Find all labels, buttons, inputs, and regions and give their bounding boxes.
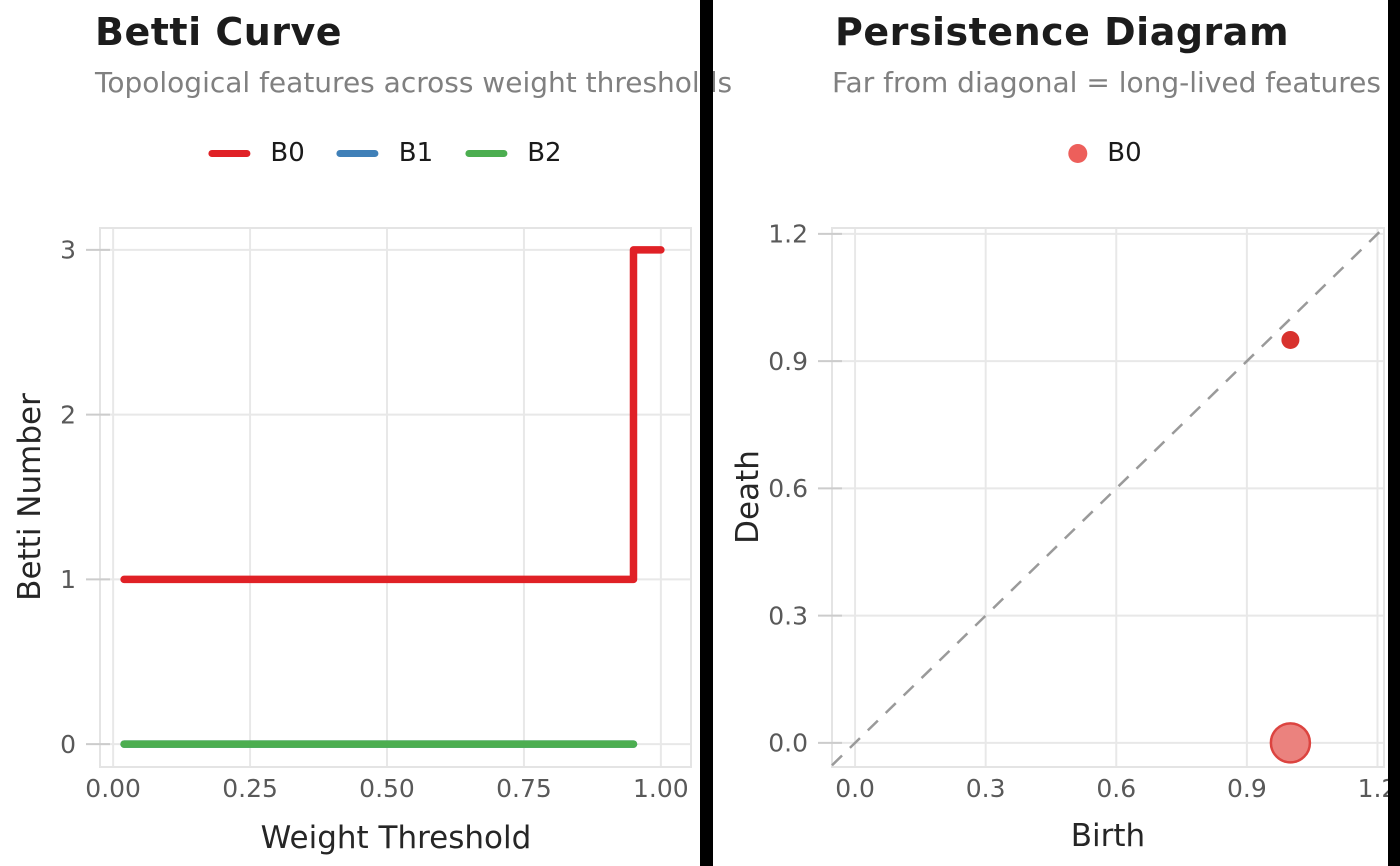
plot-border <box>99 227 692 768</box>
legend-item-b0: B0 <box>208 138 305 168</box>
persistence-xaxis-label: Birth <box>1070 818 1146 854</box>
persistence-subtitle: Far from diagonal = long-lived features <box>832 66 1381 99</box>
right-edge-bar <box>1388 0 1400 866</box>
y-tick-label: 1 <box>60 565 76 594</box>
legend-label: B1 <box>398 138 434 168</box>
panel-divider-bar <box>700 0 713 866</box>
y-tick-label: 0.6 <box>768 474 808 503</box>
legend-item-b0: B0 <box>1068 138 1142 168</box>
plot-border <box>831 227 1385 768</box>
betti-curve-title: Betti Curve <box>95 10 343 54</box>
betti-xaxis-label: Weight Threshold <box>260 820 532 856</box>
y-tick-label: 0.0 <box>768 729 808 758</box>
persistence-title: Persistence Diagram <box>835 10 1290 54</box>
persistence-point-b0 <box>1281 330 1300 349</box>
y-tick-label: 3 <box>60 236 76 265</box>
betti-curve-subtitle: Topological features across weight thres… <box>95 66 733 99</box>
legend-item-b2: B2 <box>465 138 562 168</box>
legend-item-b1: B1 <box>336 138 434 168</box>
legend-line-swatch <box>465 149 508 157</box>
y-tick-label: 2 <box>60 400 76 429</box>
y-tick-label: 0.9 <box>768 347 808 376</box>
x-tick-label: 0.3 <box>966 774 1006 803</box>
persistence-point-b0 <box>1269 722 1312 764</box>
y-tick-label: 0 <box>60 730 76 759</box>
diagonal-reference-line <box>831 227 1385 767</box>
series-line-b0 <box>120 246 665 584</box>
x-tick-label: 0.25 <box>222 774 278 803</box>
x-tick-label: 0.75 <box>496 774 552 803</box>
x-tick-label: 0.0 <box>835 774 875 803</box>
betti-legend: B0 B1 B2 <box>208 138 562 168</box>
legend-marker-dot <box>1068 143 1088 163</box>
x-tick-label: 0.6 <box>1096 774 1136 803</box>
persistence-yaxis-label: Death <box>730 450 766 544</box>
betti-yaxis-label: Betti Number <box>12 393 48 601</box>
x-tick-label: 1.00 <box>633 774 689 803</box>
x-tick-label: 0.9 <box>1227 774 1267 803</box>
legend-label: B2 <box>527 138 562 168</box>
legend-line-swatch <box>208 149 251 157</box>
x-tick-label: 0.50 <box>359 774 415 803</box>
legend-line-swatch <box>336 149 379 157</box>
y-tick-label: 0.3 <box>768 601 808 630</box>
persistence-legend: B0 <box>1068 138 1142 168</box>
x-tick-label: 0.00 <box>85 774 141 803</box>
legend-label: B0 <box>270 138 305 168</box>
legend-label: B0 <box>1107 138 1142 168</box>
y-tick-label: 1.2 <box>768 220 808 249</box>
